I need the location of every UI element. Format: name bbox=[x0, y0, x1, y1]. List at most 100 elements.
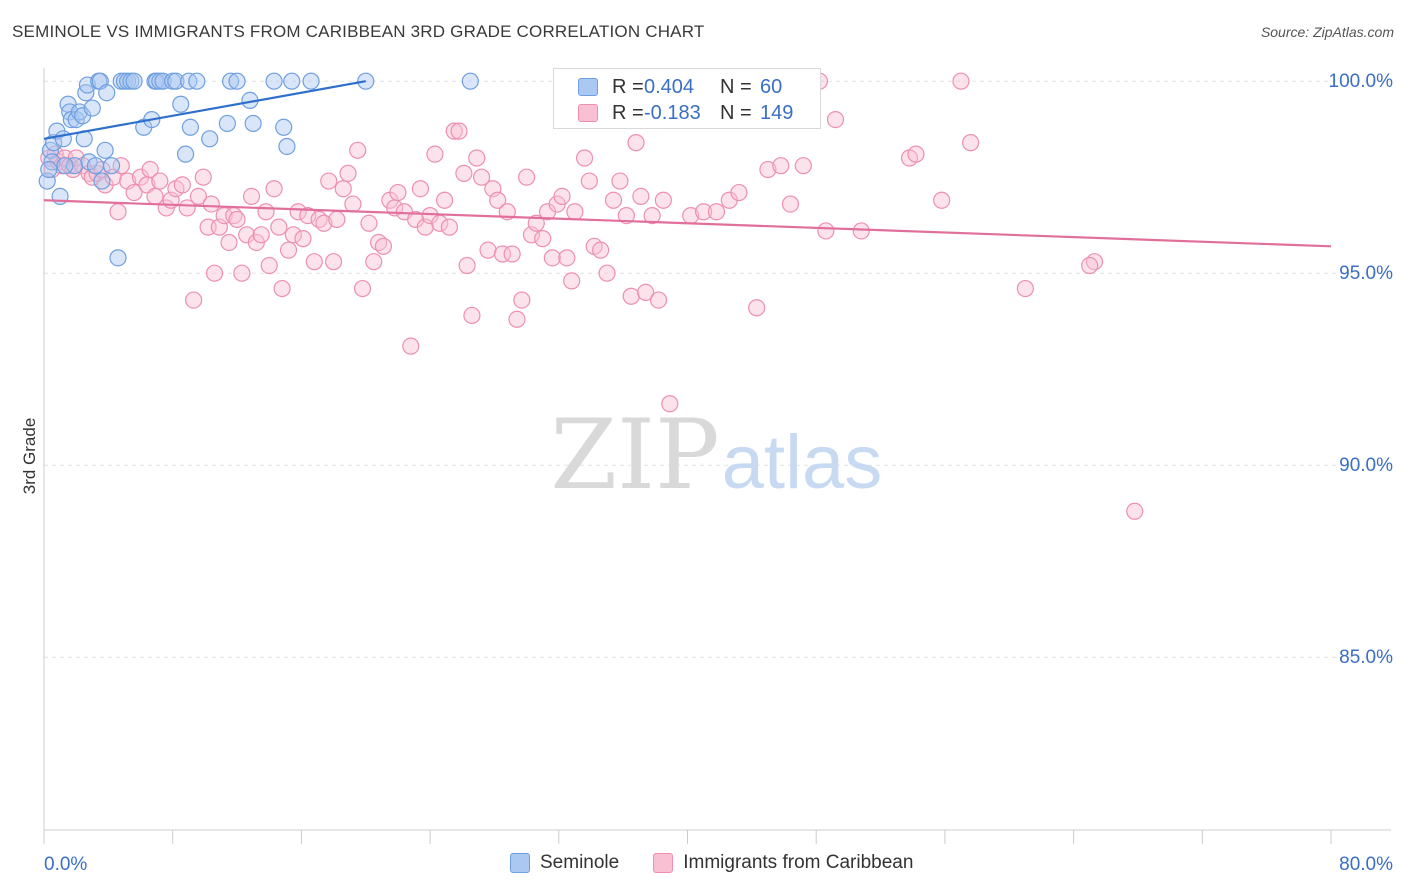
data-point bbox=[598, 264, 616, 282]
legend-item-caribbean[interactable]: Immigrants from Caribbean bbox=[653, 852, 913, 874]
y-tick-label: 95.0% bbox=[1339, 263, 1393, 284]
correlation-legend: R = 0.404 N = 60 R = -0.183 N = 149 bbox=[553, 68, 821, 129]
data-point bbox=[389, 183, 407, 202]
data-point bbox=[194, 168, 212, 186]
series-legend: Seminole Immigrants from Caribbean bbox=[510, 852, 947, 874]
data-point bbox=[275, 118, 293, 136]
data-point bbox=[339, 164, 357, 182]
data-point bbox=[125, 72, 143, 90]
data-point bbox=[826, 110, 845, 129]
data-point bbox=[508, 310, 526, 328]
seminole-legend-label: Seminole bbox=[540, 852, 620, 873]
data-point bbox=[468, 149, 486, 167]
data-point bbox=[109, 203, 127, 221]
data-point bbox=[102, 157, 121, 175]
data-point bbox=[627, 134, 645, 152]
legend-item-seminole[interactable]: Seminole bbox=[510, 852, 619, 874]
source-label: Source: ZipAtlas.com bbox=[1260, 24, 1394, 40]
data-point bbox=[604, 191, 623, 209]
x-tick-label-min: 0.0% bbox=[44, 854, 87, 875]
data-point bbox=[933, 191, 951, 209]
data-point bbox=[426, 145, 444, 163]
data-point bbox=[472, 168, 491, 186]
data-point bbox=[360, 214, 378, 232]
data-point bbox=[328, 210, 346, 229]
data-point bbox=[461, 72, 479, 90]
y-tick-label: 100.0% bbox=[1329, 71, 1394, 92]
data-point bbox=[93, 172, 111, 190]
data-point bbox=[365, 253, 383, 271]
data-point bbox=[218, 114, 236, 133]
data-point bbox=[344, 195, 362, 213]
caribbean-r-value: -0.183 bbox=[644, 101, 701, 124]
caribbean-n-value: 149 bbox=[760, 101, 794, 124]
data-point bbox=[661, 395, 679, 413]
seminole-swatch bbox=[578, 78, 598, 96]
data-point bbox=[324, 253, 343, 271]
data-point bbox=[305, 253, 323, 271]
data-point bbox=[315, 214, 333, 232]
data-point bbox=[353, 279, 372, 298]
data-point bbox=[622, 287, 640, 305]
data-point bbox=[125, 183, 143, 202]
data-point bbox=[489, 191, 507, 209]
grid-lines bbox=[44, 80, 1391, 658]
data-point bbox=[279, 241, 298, 259]
caribbean-swatch bbox=[578, 104, 598, 122]
n-label: N = bbox=[720, 75, 752, 98]
data-point bbox=[952, 72, 970, 90]
data-point bbox=[141, 160, 159, 179]
data-point bbox=[98, 84, 116, 102]
data-point bbox=[463, 306, 481, 325]
chart-title: SEMINOLE VS IMMIGRANTS FROM CARIBBEAN 3R… bbox=[12, 22, 705, 41]
data-point bbox=[907, 145, 925, 163]
axes bbox=[43, 68, 1391, 844]
y-tick-label: 85.0% bbox=[1339, 647, 1393, 668]
data-point bbox=[242, 187, 261, 205]
data-point bbox=[772, 157, 790, 175]
data-point bbox=[643, 207, 661, 225]
legend-row-seminole: R = 0.404 N = 60 bbox=[578, 75, 782, 99]
data-point bbox=[109, 249, 127, 267]
data-point bbox=[580, 172, 598, 190]
data-point bbox=[962, 134, 980, 152]
data-point bbox=[178, 199, 196, 217]
data-point bbox=[349, 141, 367, 159]
caribbean-legend-swatch bbox=[653, 853, 674, 873]
data-point bbox=[167, 72, 185, 90]
data-point bbox=[181, 118, 199, 136]
data-point bbox=[284, 226, 302, 244]
data-point bbox=[96, 141, 114, 159]
data-point bbox=[56, 157, 74, 175]
data-point bbox=[534, 230, 552, 248]
data-point bbox=[176, 145, 195, 163]
data-point bbox=[302, 72, 320, 90]
data-point bbox=[411, 180, 430, 198]
data-point bbox=[458, 256, 476, 275]
data-point bbox=[299, 207, 317, 225]
data-point bbox=[265, 180, 283, 198]
data-point bbox=[260, 256, 278, 275]
data-point bbox=[794, 157, 812, 175]
data-point bbox=[283, 72, 301, 90]
data-point bbox=[1126, 502, 1144, 520]
data-point bbox=[493, 245, 512, 263]
seminole-n-value: 60 bbox=[760, 75, 783, 98]
legend-row-caribbean: R = -0.183 N = 149 bbox=[578, 101, 793, 125]
data-point bbox=[527, 214, 545, 232]
data-point bbox=[759, 160, 777, 179]
data-point bbox=[112, 157, 130, 175]
data-point bbox=[289, 203, 307, 221]
data-point bbox=[222, 72, 240, 90]
data-point bbox=[543, 249, 561, 267]
watermark: ZIP atlas bbox=[550, 399, 882, 511]
data-point bbox=[611, 172, 629, 190]
data-point bbox=[220, 233, 238, 252]
data-point bbox=[374, 237, 393, 255]
y-tick-label: 90.0% bbox=[1339, 455, 1393, 476]
data-point bbox=[334, 180, 352, 198]
data-point bbox=[86, 157, 105, 175]
r-label: R = bbox=[612, 101, 644, 124]
seminole-legend-swatch bbox=[510, 853, 530, 873]
